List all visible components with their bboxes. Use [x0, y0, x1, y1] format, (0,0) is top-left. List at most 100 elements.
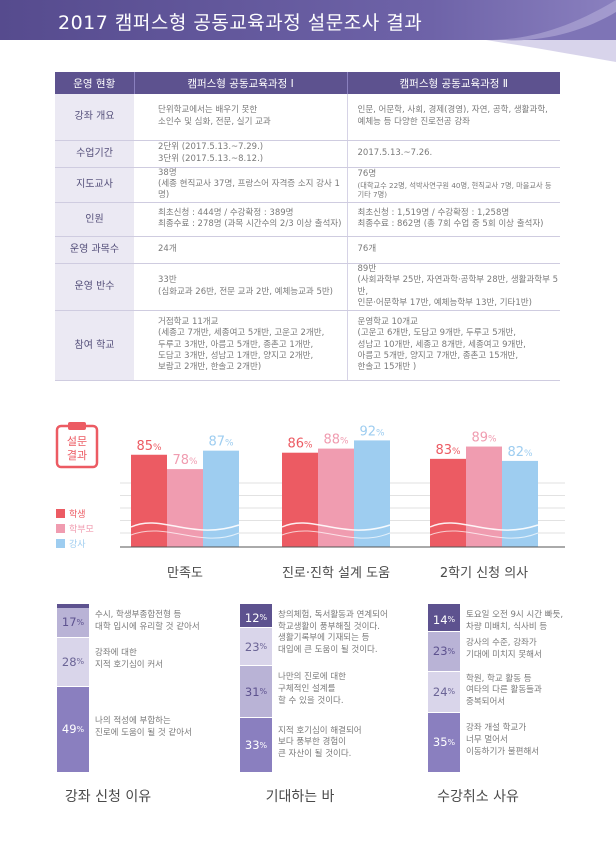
cell-line: 최초신청 : 444명 / 수강확정 : 389명 — [158, 207, 294, 218]
stack-segment: 23% — [428, 632, 460, 671]
page-header: 2017 캠퍼스형 공동교육과정 설문조사 결과 — [0, 0, 616, 62]
segment-value: 23 — [432, 644, 448, 659]
stack-segment: 31% — [240, 666, 272, 717]
cell-line: (세종고 7개반, 세종여고 5개반, 고운고 2개반, — [158, 328, 325, 339]
segment-description-line: 진로에 도움이 될 것 같아서 — [95, 727, 192, 738]
campus-2-cell: 최초신청 : 1,519명 / 수강확정 : 1,258명 최종수료 : 862명… — [346, 202, 560, 237]
bar-wave-decoration — [130, 522, 240, 531]
stack-title: 기대하는 바 — [265, 789, 335, 805]
segment-description-line: 나만의 진로에 대한 — [278, 672, 346, 683]
cell-line: 76개 — [357, 244, 377, 255]
cell-line: 2017.5.13.~7.26. — [357, 147, 433, 158]
badge-line-2: 결과 — [67, 449, 87, 462]
stack-segment: 49% — [57, 686, 89, 772]
legend-item: 학부모 — [56, 521, 94, 536]
row-label: 인원 — [55, 202, 134, 237]
legend-item: 강사 — [56, 536, 94, 551]
stack-segment: 17% — [57, 608, 89, 637]
bar-wave-decoration — [281, 522, 391, 531]
category-label: 만족도 — [167, 566, 203, 581]
segment-description: 토요일 오전 9시 시간 빠듯, 차량 미배치, 식사비 등 — [466, 610, 584, 634]
campus-1-cell: 최초신청 : 444명 / 수강확정 : 389명 최종수료 : 278명 (과목… — [134, 202, 347, 237]
category-label: 진로·진학 설계 도움 — [282, 566, 390, 581]
cell-line: 2단위 (2017.5.13.~7.29.) — [158, 142, 264, 153]
cell-line: 거점학교 11개교 — [158, 316, 219, 327]
segment-description-line: 수시, 학생부종합전형 등 — [95, 610, 182, 620]
segment-description-line: 토요일 오전 9시 시간 빠듯, — [466, 610, 564, 620]
segment-description-line: 기대에 미치지 못해서 — [466, 649, 542, 660]
table-row: 운영 반수 33반 (심화교과 26반, 전문 교과 2반, 예체능교과 5반) 89… — [55, 263, 560, 311]
segment-unit: % — [447, 737, 456, 747]
bar-wave-decoration — [130, 530, 240, 539]
cell-line: 최종수료 : 862명 (총 7회 수업 중 5회 이상 출석자) — [357, 219, 544, 230]
segment-description-line: 큰 자산이 될 것이다. — [278, 749, 352, 760]
stack-top-rule — [240, 604, 272, 609]
segment-description: 강사의 수준, 강좌가 기대에 미치지 못해서 — [466, 638, 584, 662]
category-label: 2학기 신청 의사 — [440, 566, 528, 581]
cell-line: 보람고 2개반, 한솔고 2개반) — [158, 362, 262, 373]
segment-value: 31 — [244, 684, 260, 699]
stack-segment: 23% — [240, 628, 272, 666]
table-row: 인원 최초신청 : 444명 / 수강확정 : 389명 최종수료 : 278명 (… — [55, 202, 560, 237]
segment-description-line: 강사의 수준, 강좌가 — [466, 637, 537, 648]
segment-description: 나의 적성에 부합하는 진로에 도움이 될 것 같아서 — [95, 716, 213, 740]
segment-description: 지적 호기심이 해결되어 보다 풍부한 경험이 큰 자산이 될 것이다. — [278, 726, 396, 762]
segment-description-line: 창의체험, 독서활동과 연계되어 — [278, 610, 388, 620]
cell-line: 38명 — [158, 167, 177, 178]
table-header-cell: 운영 현황 — [55, 72, 134, 94]
segment-description-line: 너무 멀어서 — [466, 734, 508, 745]
bar — [502, 460, 538, 547]
cell-line: 3단위 (2017.5.13.~8.12.) — [158, 153, 264, 164]
bar — [354, 440, 390, 547]
segment-description-line: 지적 호기심이 해결되어 — [278, 725, 362, 736]
row-label: 운영 반수 — [55, 263, 134, 311]
row-label: 운영 과목수 — [55, 236, 134, 264]
campus-1-cell: 단위학교에서는 배우기 못한 소인수 및 심화, 전문, 실기 교과 — [134, 94, 347, 141]
status-table: 운영 현황 캠퍼스형 공동교육과정 Ⅰ 캠퍼스형 공동교육과정 Ⅱ 강좌 개요 단… — [55, 72, 560, 381]
segment-description-line: 여타의 다른 활동들과 — [466, 685, 542, 696]
header-swoosh-decoration — [486, 0, 616, 62]
table-header-cell: 캠퍼스형 공동교육과정 Ⅰ — [133, 72, 347, 94]
bar — [167, 469, 203, 547]
stack-segment: 33% — [240, 718, 272, 772]
campus-2-cell: 76명 (대학교수 22명, 석박사연구원 40명, 현직교사 7명, 마을교사 … — [346, 167, 560, 203]
cell-line: 24개 — [158, 244, 177, 255]
stack-segment: 35% — [428, 712, 460, 772]
segment-description: 수시, 학생부종합전형 등 대학 입시에 유리할 것 같아서 — [95, 610, 213, 634]
legend-label: 학생 — [69, 510, 86, 520]
table-header-row: 운영 현황 캠퍼스형 공동교육과정 Ⅰ 캠퍼스형 공동교육과정 Ⅱ — [55, 72, 560, 94]
cell-line: (심화교과 26반, 전문 교과 2반, 예체능교과 5반) — [158, 286, 334, 297]
row-label: 강좌 개요 — [55, 94, 134, 141]
cell-line: 아름고 5개반, 양지고 7개반, 종촌고 15개반, — [357, 351, 519, 362]
segment-unit: % — [447, 646, 456, 656]
page-title: 2017 캠퍼스형 공동교육과정 설문조사 결과 — [58, 12, 423, 34]
segment-unit: % — [447, 615, 456, 625]
campus-1-cell: 2단위 (2017.5.13.~7.29.) 3단위 (2017.5.13.~8.… — [134, 140, 347, 168]
segment-description-line: 보다 풍부한 경험이 — [278, 737, 346, 748]
row-label: 지도교사 — [55, 167, 134, 203]
legend-label: 강사 — [69, 540, 86, 550]
segment-value: 33 — [244, 738, 260, 752]
segment-description: 강좌에 대한 지적 호기심이 커서 — [95, 648, 213, 672]
cell-line: (세종 현직교사 37명, 프랑스어 자격증 소지 강사 1명) — [158, 178, 340, 201]
cell-line: 두루고 3개반, 아름고 5개반, 종촌고 1개반, — [158, 339, 314, 350]
stack-segment: 28% — [57, 637, 89, 686]
cell-line: 성남고 10개반, 세종고 8개반, 세종여고 9개반, — [357, 339, 526, 350]
campus-2-cell: 76개 — [346, 236, 560, 264]
bar — [318, 448, 354, 547]
segment-description-line: 생활기록부에 기재되는 등 — [278, 633, 370, 644]
segment-description: 강좌 개설 학교가 너무 멀어서 이동하기가 불편해서 — [466, 723, 584, 759]
cell-line: 소인수 및 심화, 전문, 실기 교과 — [158, 116, 271, 127]
campus-2-cell: 인문, 어문학, 사회, 경제(경영), 자연, 공학, 생활과학, 예체능 등 … — [346, 94, 560, 141]
segment-unit: % — [76, 617, 85, 627]
row-label: 참여 학교 — [55, 310, 134, 381]
campus-1-cell: 38명 (세종 현직교사 37명, 프랑스어 자격증 소지 강사 1명) — [134, 167, 347, 203]
segment-description-line: 이동하기가 불편해서 — [466, 746, 540, 757]
stack-segment: 24% — [428, 671, 460, 712]
segment-unit: % — [259, 687, 268, 697]
table-row: 운영 과목수 24개 76개 — [55, 236, 560, 264]
segment-unit: % — [259, 740, 268, 750]
bar-wave-decoration — [281, 530, 391, 539]
cell-line: 최종수료 : 278명 (과목 시간수의 2/3 이상 출석자) — [158, 219, 342, 230]
campus-1-cell: 33반 (심화교과 26반, 전문 교과 2반, 예체능교과 5반) — [134, 263, 347, 311]
